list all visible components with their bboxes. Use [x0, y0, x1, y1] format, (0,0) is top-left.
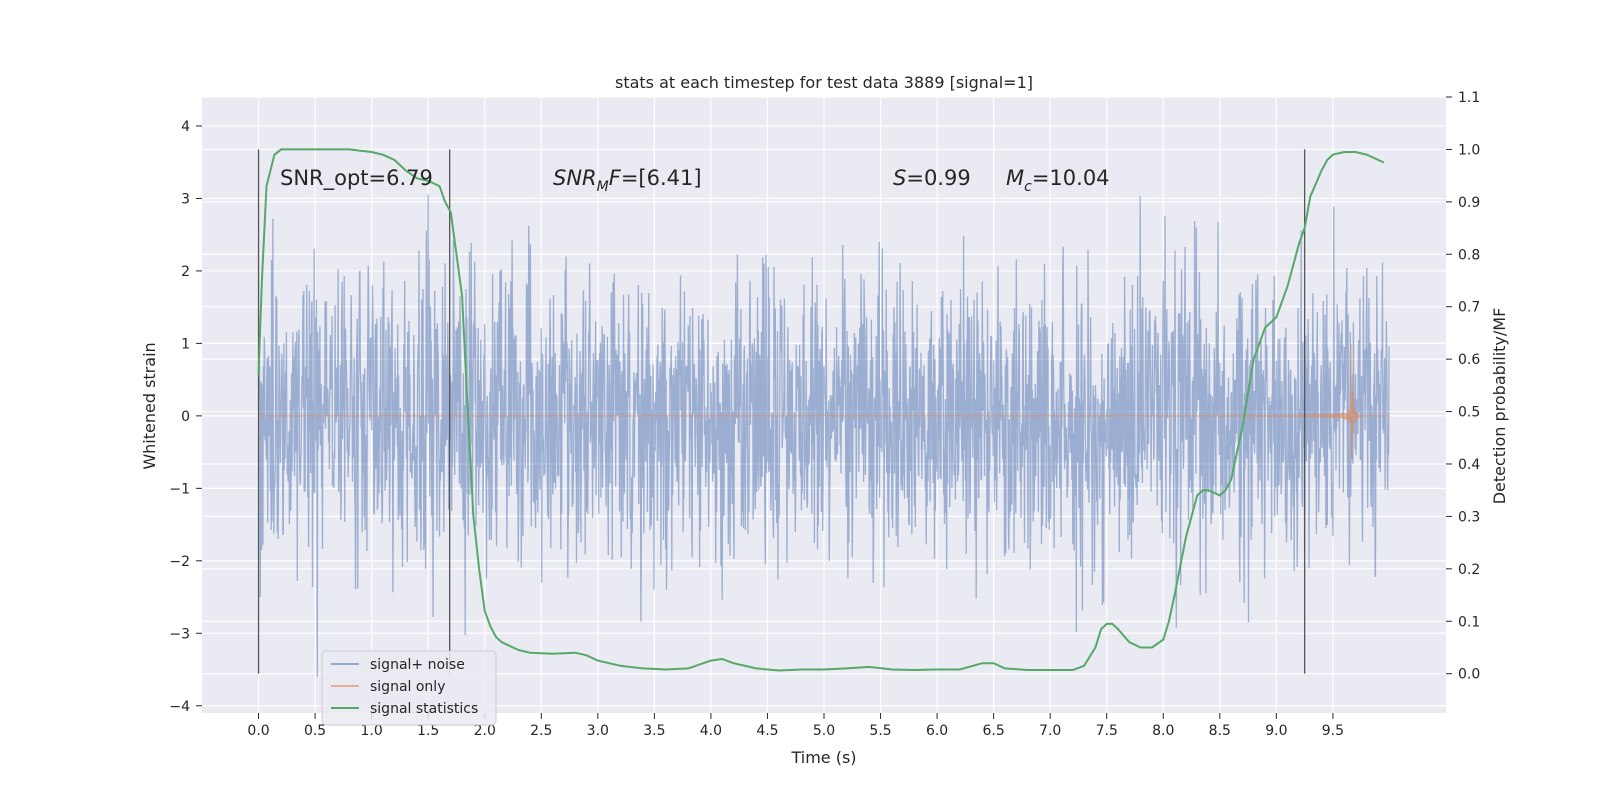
signal-trace — [258, 343, 1390, 460]
x-tick-label: 2.0 — [474, 723, 496, 739]
y2-tick-label: 0.6 — [1458, 352, 1480, 368]
y-tick-label: −2 — [169, 554, 190, 570]
x-tick-label: 5.5 — [869, 723, 891, 739]
stat-line — [257, 148, 1385, 672]
series-signal-statistics — [257, 148, 1385, 672]
annotation-s: S=0.99 — [893, 166, 971, 190]
x-tick-label: 3.5 — [643, 723, 665, 739]
y2-tick-label: 0.4 — [1458, 457, 1480, 473]
x-tick-label: 3.0 — [587, 723, 609, 739]
x-tick-label: 7.0 — [1039, 723, 1061, 739]
x-tick-label: 9.5 — [1322, 723, 1344, 739]
x-tick-label: 4.0 — [700, 723, 722, 739]
x-tick-label: 2.5 — [530, 723, 552, 739]
y-tick-label: 2 — [181, 264, 190, 280]
x-tick-label: 9.0 — [1265, 723, 1287, 739]
x-tick-label: 6.5 — [983, 723, 1005, 739]
y2-tick-label: 1.0 — [1458, 142, 1480, 158]
x-tick-label: 8.0 — [1152, 723, 1174, 739]
legend-label-stat: signal statistics — [370, 701, 478, 717]
axes: 0.0 0.5 1.0 1.5 2.0 2.5 3.0 3.5 4.0 4.5 5.0 5.5 6.0 6… — [169, 90, 1480, 739]
y2-tick-label: 0.2 — [1458, 562, 1480, 578]
y2-tick-label: 0.0 — [1458, 667, 1480, 683]
x-tick-label: 0.5 — [304, 723, 326, 739]
y-tick-label: 1 — [181, 336, 190, 352]
x-tick-label: 0.0 — [247, 723, 269, 739]
vertical-markers — [257, 149, 1306, 674]
y-tick-label: −1 — [169, 481, 190, 497]
x-tick-label: 8.5 — [1209, 723, 1231, 739]
x-tick-label: 6.0 — [926, 723, 948, 739]
series-signal-plus-noise — [257, 194, 1390, 677]
y-tick-label: −4 — [169, 699, 190, 715]
y2-tick-label: 0.3 — [1458, 509, 1480, 525]
x-axis-label: Time (s) — [790, 748, 856, 767]
noise-trace — [257, 194, 1390, 677]
y2-tick-label: 0.9 — [1458, 195, 1480, 211]
y2-axis-label: Detection probability/MF — [1490, 308, 1509, 505]
legend: signal+ noise signal only signal statist… — [321, 650, 497, 726]
y2-tick-label: 1.1 — [1458, 90, 1480, 106]
legend-label-noise: signal+ noise — [370, 657, 465, 673]
y2-tick-label: 0.5 — [1458, 405, 1480, 421]
legend-label-signal: signal only — [370, 679, 445, 695]
legend-box — [321, 650, 497, 726]
annotation-snr-mf: SNRMF=[6.41] — [553, 166, 702, 195]
y2-tick-label: 0.8 — [1458, 247, 1480, 263]
y-tick-label: 0 — [181, 409, 190, 425]
y-axis-label: Whitened strain — [140, 342, 159, 469]
series-signal-only — [258, 343, 1390, 460]
y-tick-label: 4 — [181, 119, 190, 135]
annotation-snr-opt: SNR_opt=6.79 — [280, 166, 433, 191]
x-tick-label: 5.0 — [813, 723, 835, 739]
y-tick-label: −3 — [169, 626, 190, 642]
x-tick-label: 7.5 — [1096, 723, 1118, 739]
y-tick-label: 3 — [181, 191, 190, 207]
x-tick-label: 1.5 — [417, 723, 439, 739]
y2-tick-label: 0.1 — [1458, 614, 1480, 630]
annotation-mc: Mc=10.04 — [1006, 166, 1110, 195]
x-tick-label: 4.5 — [756, 723, 778, 739]
x-tick-label: 1.0 — [361, 723, 383, 739]
chart-title: stats at each timestep for test data 388… — [615, 73, 1033, 92]
y2-tick-label: 0.7 — [1458, 300, 1480, 316]
